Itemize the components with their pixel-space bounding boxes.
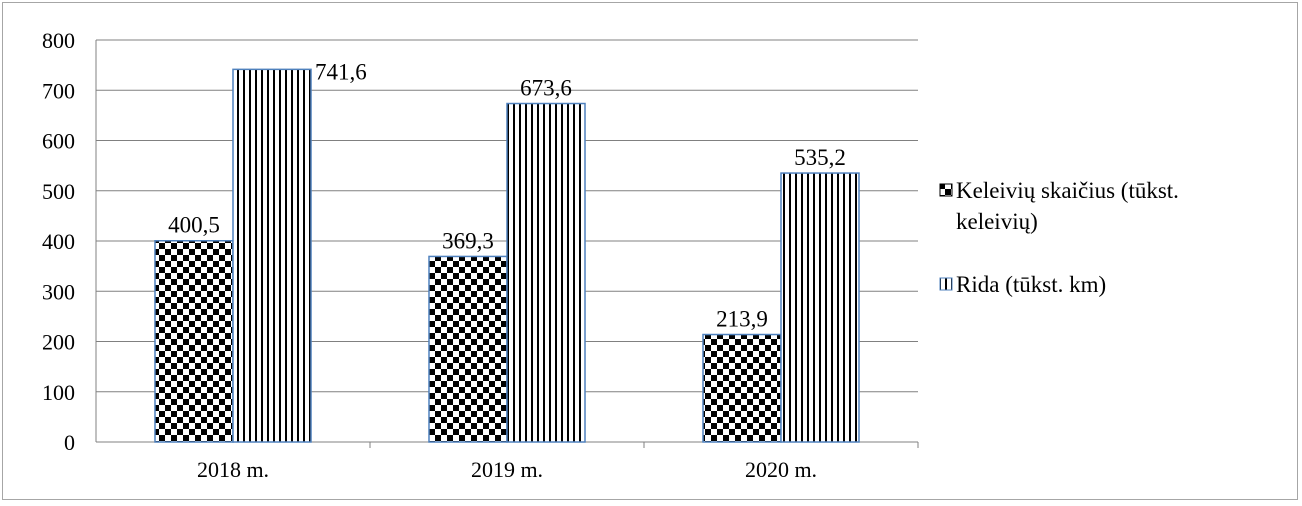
- legend-swatch-rida: [939, 277, 953, 291]
- legend-label-keleiviu-cont: keleivių): [956, 209, 1038, 234]
- bar-rida: [506, 102, 586, 443]
- axes: 0 100 200 300 400 500 600 700 800 2018 m. 2019 m. 2…: [42, 28, 919, 482]
- data-label: 400,5: [168, 213, 220, 238]
- data-label: 741,6: [315, 59, 367, 84]
- legend: Keleivių skaičius (tūkst. keleivių) Rida…: [939, 178, 1179, 297]
- legend-swatch-keleiviu: [939, 183, 953, 197]
- bar-chart: 0 100 200 300 400 500 600 700 800 2018 m. 2019 m. 2…: [42, 28, 1179, 482]
- y-tick-label: 400: [42, 229, 75, 254]
- y-tick-label: 0: [64, 430, 75, 455]
- y-tick-label: 500: [42, 179, 75, 204]
- y-tick-label: 800: [42, 28, 75, 53]
- data-label: 369,3: [442, 228, 494, 253]
- data-label: 673,6: [520, 76, 572, 101]
- legend-label-keleiviu: Keleivių skaičius (tūkst.: [956, 178, 1179, 203]
- y-tick-label: 100: [42, 380, 75, 405]
- y-tick-label: 300: [42, 279, 75, 304]
- x-tick-label: 2019 m.: [471, 457, 543, 482]
- chart-frame: 0 100 200 300 400 500 600 700 800 2018 m. 2019 m. 2…: [2, 2, 1298, 500]
- bar-rida: [780, 172, 860, 443]
- legend-label-rida: Rida (tūkst. km): [956, 272, 1106, 297]
- y-tick-label: 200: [42, 330, 75, 355]
- data-label: 535,2: [794, 145, 846, 170]
- data-labels: 400,5 741,6 369,3 673,6 213,9 535,2: [168, 59, 846, 331]
- y-tick-label: 700: [42, 78, 75, 103]
- bar-rida: [232, 68, 312, 443]
- data-label: 213,9: [716, 307, 768, 332]
- bars: [154, 68, 860, 443]
- x-tick-label: 2020 m.: [745, 457, 817, 482]
- y-tick-label: 600: [42, 129, 75, 154]
- bar-keleiviu: [154, 239, 234, 443]
- x-tick-label: 2018 m.: [197, 457, 269, 482]
- bar-keleiviu: [428, 255, 508, 443]
- bar-keleiviu: [702, 333, 782, 443]
